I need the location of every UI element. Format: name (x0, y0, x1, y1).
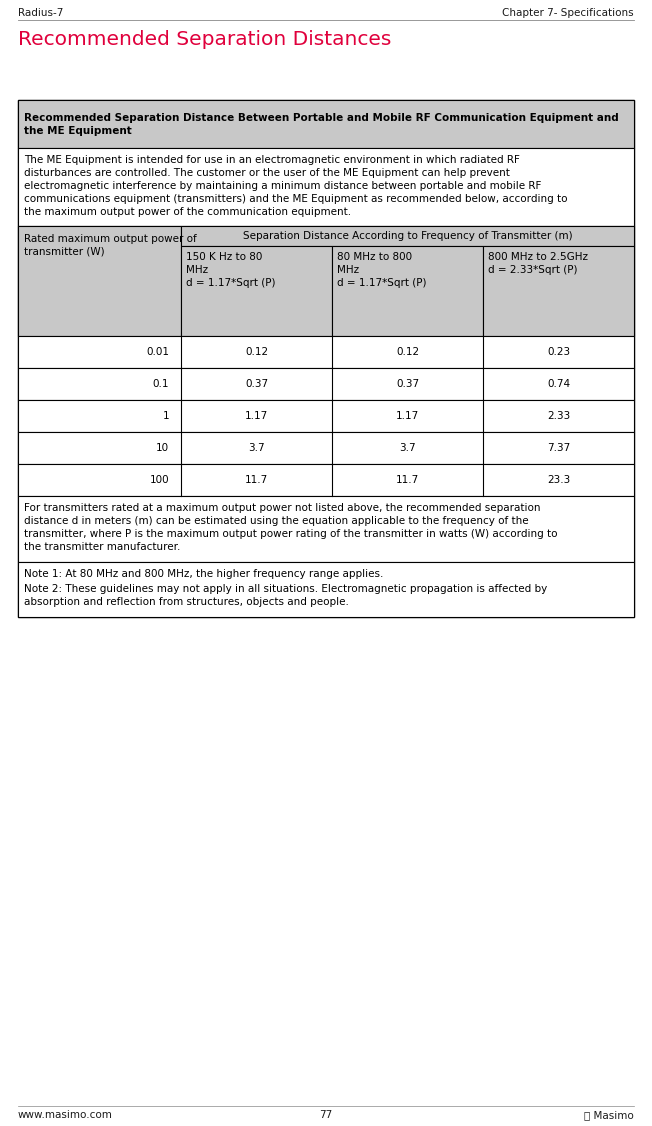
Text: Chapter 7- Specifications: Chapter 7- Specifications (503, 8, 634, 18)
Text: 0.23: 0.23 (547, 347, 570, 357)
Text: 0.37: 0.37 (396, 379, 419, 388)
Bar (18, 226, 634, 336)
Text: Note 1: At 80 MHz and 800 MHz, the higher frequency range applies.: Note 1: At 80 MHz and 800 MHz, the highe… (24, 569, 383, 579)
Text: 0.37: 0.37 (245, 379, 268, 388)
Text: MHz: MHz (337, 265, 359, 275)
Text: For transmitters rated at a maximum output power not listed above, the recommend: For transmitters rated at a maximum outp… (24, 503, 541, 513)
Text: absorption and reflection from structures, objects and people.: absorption and reflection from structure… (24, 597, 349, 607)
Text: 1: 1 (162, 411, 170, 421)
Bar (18, 432, 634, 464)
Text: 77: 77 (319, 1110, 333, 1120)
Text: 150 K Hz to 80: 150 K Hz to 80 (186, 252, 263, 262)
Bar (332, 245, 483, 336)
Bar (18, 495, 634, 562)
Bar (18, 226, 181, 336)
Text: Separation Distance According to Frequency of Transmitter (m): Separation Distance According to Frequen… (243, 231, 572, 241)
Text: communications equipment (transmitters) and the ME Equipment as recommended belo: communications equipment (transmitters) … (24, 194, 567, 204)
Text: 7.37: 7.37 (547, 443, 570, 453)
Bar (18, 368, 634, 400)
Text: www.masimo.com: www.masimo.com (18, 1110, 113, 1120)
Text: 0.12: 0.12 (245, 347, 268, 357)
Text: the transmitter manufacturer.: the transmitter manufacturer. (24, 542, 181, 552)
Text: 23.3: 23.3 (547, 475, 570, 485)
Text: d = 1.17*Sqrt (P): d = 1.17*Sqrt (P) (186, 278, 276, 288)
Text: 3.7: 3.7 (248, 443, 265, 453)
Text: transmitter, where P is the maximum output power rating of the transmitter in wa: transmitter, where P is the maximum outp… (24, 529, 557, 539)
Bar (18, 400, 634, 432)
Text: 2.33: 2.33 (547, 411, 570, 421)
Text: MHz: MHz (186, 265, 209, 275)
Text: 0.1: 0.1 (153, 379, 170, 388)
Text: distance d in meters (m) can be estimated using the equation applicable to the f: distance d in meters (m) can be estimate… (24, 516, 529, 526)
Text: Rated maximum output power of: Rated maximum output power of (24, 234, 197, 244)
Text: 1.17: 1.17 (396, 411, 419, 421)
Text: The ME Equipment is intended for use in an electromagnetic environment in which : The ME Equipment is intended for use in … (24, 155, 520, 166)
Bar (18, 562, 634, 617)
Text: Recommended Separation Distances: Recommended Separation Distances (18, 30, 391, 50)
Text: 10: 10 (156, 443, 170, 453)
Text: electromagnetic interference by maintaining a minimum distance between portable : electromagnetic interference by maintain… (24, 181, 541, 191)
Text: 11.7: 11.7 (245, 475, 269, 485)
Text: d = 1.17*Sqrt (P): d = 1.17*Sqrt (P) (337, 278, 426, 288)
Text: d = 2.33*Sqrt (P): d = 2.33*Sqrt (P) (488, 265, 578, 275)
Text: 3.7: 3.7 (399, 443, 416, 453)
Text: 11.7: 11.7 (396, 475, 419, 485)
Text: 0.74: 0.74 (547, 379, 570, 388)
Text: 0.01: 0.01 (146, 347, 170, 357)
Text: Ⓜ Masimo: Ⓜ Masimo (584, 1110, 634, 1120)
Text: Radius-7: Radius-7 (18, 8, 63, 18)
Text: Recommended Separation Distance Between Portable and Mobile RF Communication Equ: Recommended Separation Distance Between … (24, 113, 619, 123)
Bar (18, 148, 634, 226)
Text: disturbances are controlled. The customer or the user of the ME Equipment can he: disturbances are controlled. The custome… (24, 168, 510, 178)
Bar (181, 226, 634, 245)
Bar (483, 245, 634, 336)
Text: the maximum output power of the communication equipment.: the maximum output power of the communic… (24, 207, 351, 217)
Bar (18, 336, 634, 368)
Bar (18, 100, 634, 617)
Text: 100: 100 (149, 475, 170, 485)
Text: 800 MHz to 2.5GHz: 800 MHz to 2.5GHz (488, 252, 588, 262)
Text: 0.12: 0.12 (396, 347, 419, 357)
Text: 1.17: 1.17 (245, 411, 269, 421)
Text: the ME Equipment: the ME Equipment (24, 126, 132, 136)
Bar (18, 464, 634, 495)
Text: Note 2: These guidelines may not apply in all situations. Electromagnetic propag: Note 2: These guidelines may not apply i… (24, 584, 547, 595)
Text: transmitter (W): transmitter (W) (24, 247, 104, 257)
Bar (18, 100, 634, 148)
Text: 80 MHz to 800: 80 MHz to 800 (337, 252, 412, 262)
Bar (181, 245, 332, 336)
